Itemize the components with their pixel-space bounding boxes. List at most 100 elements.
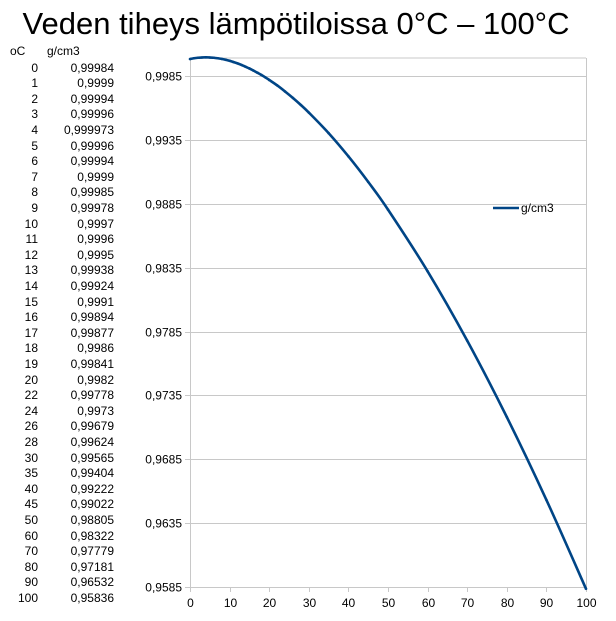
data-point: [204, 56, 208, 59]
table-cell-temp: 3: [31, 107, 38, 122]
table-cell-temp: 10: [24, 216, 38, 231]
x-tick-label: 100: [576, 596, 596, 610]
table-cell-temp: 14: [24, 278, 38, 293]
table-cell-density: 0,99778: [70, 388, 114, 403]
table-cell-density: 0,99222: [70, 481, 114, 496]
table-cell-density: 0,99978: [70, 200, 114, 215]
table-cell-temp: 7: [31, 169, 38, 184]
table-cell-temp: 5: [31, 138, 38, 153]
y-tick-label: 0,9935: [145, 134, 182, 148]
table-cell-temp: 8: [31, 185, 38, 200]
table-cell-temp: 12: [24, 247, 38, 262]
y-tick-label: 0,9735: [145, 389, 182, 403]
y-tick-label: 0,9585: [145, 581, 182, 595]
data-point: [220, 57, 223, 61]
table-cell-density: 0,99841: [70, 356, 114, 371]
data-point: [259, 73, 263, 77]
data-point: [426, 269, 429, 273]
table-cell-temp: 35: [24, 466, 38, 481]
table-cell-density: 0,9973: [77, 403, 114, 418]
data-point: [263, 75, 267, 79]
y-tick-label: 0,9785: [145, 326, 182, 340]
x-tick-label: 90: [540, 596, 554, 610]
table-cell-density: 0,99985: [70, 185, 114, 200]
table-cell-density: 0,999973: [63, 122, 114, 137]
table-cell-density: 0,99565: [70, 450, 114, 465]
data-point: [232, 60, 235, 64]
data-point: [366, 180, 370, 184]
table-header-temp: oC: [10, 44, 26, 58]
data-point: [216, 56, 220, 60]
table-cell-density: 0,99984: [70, 60, 114, 75]
data-point: [200, 56, 204, 59]
table-cell-temp: 0: [31, 60, 38, 75]
x-tick-label: 70: [461, 596, 475, 610]
table-cell-density: 0,9996: [77, 232, 114, 247]
y-tick-label: 0,9835: [145, 262, 182, 276]
data-point: [505, 415, 509, 419]
table-cell-density: 0,99996: [70, 107, 114, 122]
table-cell-temp: 60: [24, 528, 38, 543]
table-cell-density: 0,97181: [70, 559, 114, 574]
table-cell-temp: 17: [24, 325, 38, 340]
y-tick-label: 0,9985: [145, 70, 182, 84]
table-cell-density: 0,99938: [70, 263, 114, 278]
table-cell-density: 0,98322: [70, 528, 114, 543]
data-point: [248, 67, 251, 70]
table-cell-temp: 100: [17, 590, 38, 605]
data-point: [236, 62, 239, 65]
table-cell-temp: 20: [24, 372, 38, 387]
table-cell-temp: 45: [24, 497, 38, 512]
data-point: [212, 56, 216, 60]
table-cell-density: 0,9999: [77, 169, 114, 184]
data-point: [224, 58, 227, 62]
table-cell-density: 0,99994: [70, 154, 114, 169]
table-cell-density: 0,95836: [70, 590, 114, 605]
table-cell-temp: 1: [31, 76, 38, 91]
table-cell-temp: 16: [24, 310, 38, 325]
table-cell-density: 0,99022: [70, 497, 114, 512]
data-point: [256, 71, 259, 74]
data-point: [244, 65, 247, 68]
data-point: [299, 103, 303, 107]
data-point: [208, 56, 212, 59]
y-tick-label: 0,9685: [145, 453, 182, 467]
y-tick-label: 0,9635: [145, 517, 182, 531]
table-cell-temp: 15: [24, 294, 38, 309]
table-cell-density: 0,99404: [70, 466, 114, 481]
table-cell-density: 0,98805: [70, 512, 114, 527]
table-cell-temp: 30: [24, 450, 38, 465]
table-cell-density: 0,97779: [70, 544, 114, 559]
table-cell-density: 0,9999: [77, 76, 114, 91]
data-point: [545, 498, 548, 502]
table-cell-density: 0,99994: [70, 91, 114, 106]
data-point: [291, 96, 295, 100]
table-cell-density: 0,9986: [77, 341, 114, 356]
data-point: [240, 63, 243, 67]
x-tick-label: 10: [224, 596, 238, 610]
series-line-density: [189, 56, 588, 590]
table-cell-density: 0,99877: [70, 325, 114, 340]
table-cell-temp: 9: [31, 200, 38, 215]
data-point: [196, 56, 200, 60]
table-header-density: g/cm3: [47, 44, 80, 58]
legend-label: g/cm3: [521, 201, 554, 215]
table-cell-temp: 28: [24, 434, 38, 449]
table-cell-density: 0,99924: [70, 278, 114, 293]
table-cell-temp: 26: [24, 419, 38, 434]
table-cell-temp: 80: [24, 559, 38, 574]
table-cell-temp: 90: [24, 575, 38, 590]
table-cell-density: 0,9995: [77, 247, 114, 262]
data-point: [347, 155, 350, 158]
chart-title: Veden tiheys lämpötiloissa 0°C – 100°C: [22, 6, 570, 41]
table-cell-density: 0,9982: [77, 372, 114, 387]
table-cell-density: 0,99996: [70, 138, 114, 153]
data-point: [192, 56, 196, 60]
data-point: [327, 131, 330, 135]
table-cell-temp: 4: [31, 122, 38, 137]
data-point: [584, 587, 588, 591]
table-cell-density: 0,99679: [70, 419, 114, 434]
table-cell-temp: 40: [24, 481, 38, 496]
x-tick-label: 30: [303, 596, 317, 610]
data-point: [283, 90, 287, 93]
